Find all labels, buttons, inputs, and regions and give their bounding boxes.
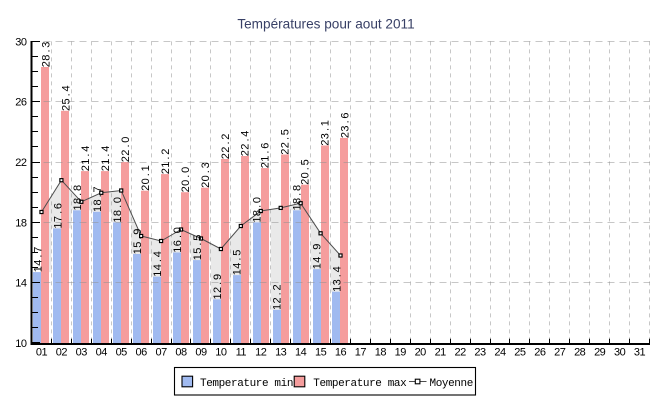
svg-text:18.7: 18.7 — [92, 186, 104, 212]
svg-text:19: 19 — [395, 347, 407, 359]
svg-text:22: 22 — [15, 157, 27, 169]
svg-text:02: 02 — [56, 347, 68, 359]
svg-text:15.5: 15.5 — [192, 235, 204, 261]
svg-text:06: 06 — [135, 347, 147, 359]
svg-text:23.1: 23.1 — [319, 120, 331, 146]
svg-text:10: 10 — [15, 338, 27, 350]
svg-text:01: 01 — [36, 347, 48, 359]
svg-text:04: 04 — [96, 347, 108, 359]
svg-text:28: 28 — [574, 347, 586, 359]
svg-text:20.0: 20.0 — [180, 167, 192, 193]
svg-text:21.4: 21.4 — [100, 146, 112, 172]
svg-text:20.5: 20.5 — [300, 159, 312, 185]
svg-text:22.0: 22.0 — [120, 137, 132, 163]
svg-text:21.6: 21.6 — [260, 143, 272, 169]
svg-text:Moyenne: Moyenne — [430, 378, 473, 390]
svg-text:26: 26 — [534, 347, 546, 359]
svg-text:16.0: 16.0 — [172, 227, 184, 253]
svg-text:14.5: 14.5 — [232, 250, 244, 276]
svg-text:22: 22 — [454, 347, 466, 359]
svg-text:18.0: 18.0 — [252, 197, 264, 223]
svg-text:18: 18 — [375, 347, 387, 359]
svg-text:16: 16 — [335, 347, 347, 359]
svg-text:05: 05 — [116, 347, 128, 359]
svg-text:14: 14 — [295, 347, 307, 359]
svg-text:31: 31 — [634, 347, 646, 359]
svg-text:Temperature min: Temperature min — [200, 378, 293, 390]
svg-text:18: 18 — [15, 217, 27, 229]
svg-text:22.2: 22.2 — [220, 134, 232, 160]
svg-text:18.8: 18.8 — [72, 185, 84, 211]
svg-text:17.6: 17.6 — [52, 203, 64, 229]
svg-text:29: 29 — [594, 347, 606, 359]
svg-text:23.6: 23.6 — [339, 112, 351, 138]
svg-text:Temperature max: Temperature max — [313, 378, 407, 390]
svg-text:12: 12 — [255, 347, 267, 359]
svg-text:25: 25 — [514, 347, 526, 359]
svg-text:24: 24 — [494, 347, 506, 359]
svg-text:18.0: 18.0 — [112, 197, 124, 223]
svg-text:30: 30 — [15, 36, 27, 48]
svg-text:10: 10 — [215, 347, 227, 359]
svg-text:18.8: 18.8 — [292, 185, 304, 211]
svg-text:08: 08 — [175, 347, 187, 359]
svg-text:27: 27 — [554, 347, 566, 359]
svg-text:23: 23 — [474, 347, 486, 359]
svg-text:12.9: 12.9 — [212, 274, 224, 300]
svg-text:20.3: 20.3 — [200, 162, 212, 188]
svg-text:14: 14 — [15, 278, 27, 290]
svg-text:Températures pour aout 2011: Températures pour aout 2011 — [237, 17, 414, 32]
svg-text:25.4: 25.4 — [60, 85, 72, 111]
svg-text:20.1: 20.1 — [140, 165, 152, 191]
svg-text:14.9: 14.9 — [311, 244, 323, 270]
svg-text:17: 17 — [355, 347, 367, 359]
svg-text:21.2: 21.2 — [160, 149, 172, 175]
svg-text:21.4: 21.4 — [80, 146, 92, 172]
svg-text:20: 20 — [415, 347, 427, 359]
svg-text:14.4: 14.4 — [152, 251, 164, 277]
svg-text:15.9: 15.9 — [132, 229, 144, 255]
svg-text:28.3: 28.3 — [40, 42, 52, 68]
svg-text:09: 09 — [195, 347, 207, 359]
svg-text:07: 07 — [155, 347, 167, 359]
svg-text:15: 15 — [315, 347, 327, 359]
svg-text:22.5: 22.5 — [280, 129, 292, 155]
svg-text:11: 11 — [236, 347, 247, 359]
svg-text:13: 13 — [275, 347, 287, 359]
svg-text:21: 21 — [435, 347, 447, 359]
svg-text:12.2: 12.2 — [272, 284, 284, 310]
svg-text:22.4: 22.4 — [240, 131, 252, 157]
svg-text:13.4: 13.4 — [331, 266, 343, 292]
svg-text:26: 26 — [15, 97, 27, 109]
svg-text:30: 30 — [614, 347, 626, 359]
svg-text:14.7: 14.7 — [32, 247, 44, 273]
svg-text:03: 03 — [76, 347, 88, 359]
